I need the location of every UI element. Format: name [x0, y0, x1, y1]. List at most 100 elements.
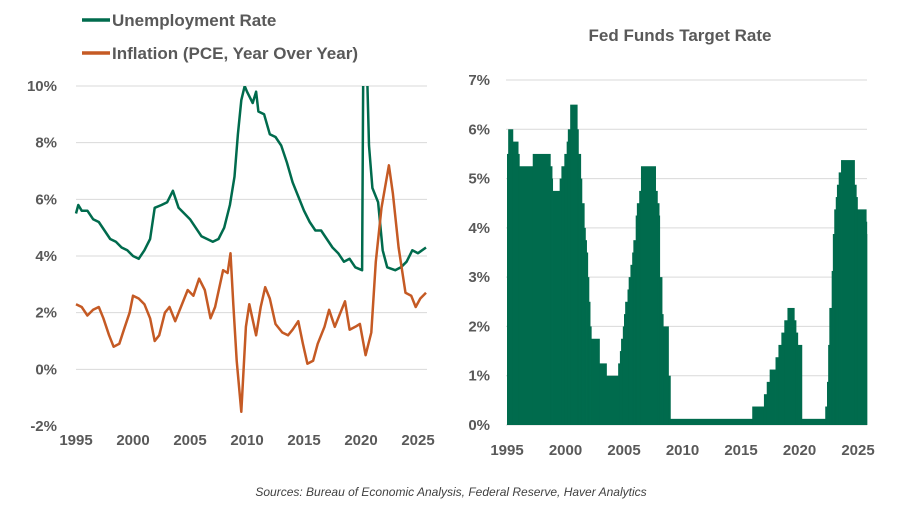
fed-funds-step	[566, 141, 569, 425]
fed-funds-step	[552, 178, 554, 425]
y-tick-label: 8%	[35, 135, 57, 152]
legend-inflation-label: Inflation (PCE, Year Over Year)	[112, 44, 358, 63]
fed-funds-step	[507, 153, 509, 425]
fed-funds-step	[570, 104, 578, 426]
fed-funds-step	[841, 160, 855, 425]
y-tick-label: 10%	[27, 78, 57, 95]
fed-funds-step	[778, 344, 782, 425]
fed-funds-step	[825, 406, 828, 425]
fed-funds-step	[784, 320, 788, 425]
x-tick-label: 2000	[116, 432, 149, 449]
y-tick-label: 2%	[35, 305, 57, 322]
fed-funds-step	[561, 166, 565, 425]
y-tick-label: 0%	[468, 417, 490, 434]
x-tick-label: 2010	[230, 432, 263, 449]
fed-funds-step	[564, 153, 568, 425]
fed-funds-step	[838, 172, 842, 425]
fed-funds-step	[795, 332, 799, 425]
fed-funds-step	[624, 314, 626, 425]
x-tick-label: 2000	[549, 442, 582, 459]
fed-funds-step	[635, 215, 638, 425]
fed-funds-step	[781, 332, 785, 425]
y-tick-label: 4%	[35, 248, 57, 265]
fed-funds-step	[619, 351, 622, 425]
y-tick-label: 6%	[468, 121, 490, 138]
right-chart-title: Fed Funds Target Rate	[589, 26, 772, 45]
y-tick-label: 4%	[468, 220, 490, 237]
x-tick-label: 1995	[490, 442, 523, 459]
fed-funds-step	[552, 190, 561, 425]
fed-funds-step	[763, 394, 768, 425]
fed-funds-step	[586, 252, 589, 425]
fed-funds-step	[766, 381, 771, 425]
fed-funds-step	[787, 307, 795, 425]
fed-funds-step	[639, 190, 642, 425]
fed-funds-step	[622, 326, 625, 425]
fed-funds-step	[591, 338, 600, 425]
x-tick-label: 2015	[724, 442, 757, 459]
fed-funds-step	[836, 184, 840, 425]
y-tick-label: 2%	[468, 318, 490, 335]
x-tick-label: 2005	[607, 442, 640, 459]
fed-funds-step	[831, 270, 834, 425]
fed-funds-step	[578, 153, 582, 425]
x-tick-label: 2020	[783, 442, 816, 459]
fed-funds-step	[630, 264, 633, 425]
fed-funds-step	[662, 314, 664, 425]
fed-funds-step	[590, 326, 592, 425]
fed-funds-step	[752, 406, 765, 425]
fed-funds-step	[829, 307, 833, 425]
fed-funds-step	[659, 277, 663, 425]
fed-funds-step	[826, 381, 829, 425]
fed-funds-step	[797, 344, 803, 425]
fed-funds-step	[559, 178, 562, 425]
fed-funds-step	[866, 234, 868, 425]
x-tick-label: 2010	[666, 442, 699, 459]
legend-unemployment-label: Unemployment Rate	[112, 11, 276, 30]
fed-funds-step	[508, 129, 514, 426]
x-tick-label: 2025	[841, 442, 874, 459]
fed-funds-step	[577, 129, 579, 426]
right-chart: 7% 6% 5% 4% 3% 2% 1% 0%1995 2000 2005 2010 2015 2020…	[468, 72, 874, 459]
fed-funds-step	[621, 338, 624, 425]
x-tick-label: 2005	[173, 432, 206, 449]
fed-funds-step	[794, 320, 797, 425]
fed-funds-step	[657, 203, 660, 425]
left-chart: 10% 8% 6% 4% 2% 0% -2%1995 2000 2005 2010 2015 2020…	[27, 78, 435, 449]
fed-funds-step	[670, 418, 753, 425]
fed-funds-step	[775, 357, 779, 425]
fed-funds-step	[627, 289, 630, 425]
fed-funds-step	[857, 209, 867, 425]
fed-funds-step	[801, 418, 826, 425]
fed-funds-step	[512, 141, 519, 425]
inflation-line	[75, 164, 427, 414]
y-tick-label: -2%	[30, 418, 57, 435]
unemployment-line	[74, 86, 427, 272]
y-tick-label: 5%	[468, 171, 490, 188]
fed-funds-step	[856, 197, 858, 425]
fed-funds-step	[550, 166, 553, 425]
fed-funds-step	[532, 153, 551, 425]
x-tick-label: 1995	[59, 432, 92, 449]
y-tick-label: 0%	[35, 361, 57, 378]
fed-funds-step	[584, 227, 586, 425]
fed-funds-step	[606, 375, 619, 425]
y-tick-label: 3%	[468, 269, 490, 286]
fed-funds-step	[640, 166, 656, 425]
fed-funds-step	[625, 301, 628, 425]
y-tick-label: 1%	[468, 368, 490, 385]
fed-funds-step	[655, 190, 658, 425]
x-tick-label: 2025	[401, 432, 434, 449]
fed-funds-step	[866, 221, 868, 425]
fed-funds-step	[581, 203, 585, 425]
fed-funds-step	[834, 209, 837, 425]
fed-funds-step	[585, 240, 587, 425]
source-note: Sources: Bureau of Economic Analysis, Fe…	[255, 485, 646, 499]
x-tick-label: 2015	[287, 432, 320, 449]
fed-funds-step	[580, 178, 583, 425]
fed-funds-step	[854, 184, 857, 425]
fed-funds-step	[519, 166, 534, 425]
fed-funds-step	[835, 197, 838, 425]
fed-funds-step	[633, 240, 637, 425]
